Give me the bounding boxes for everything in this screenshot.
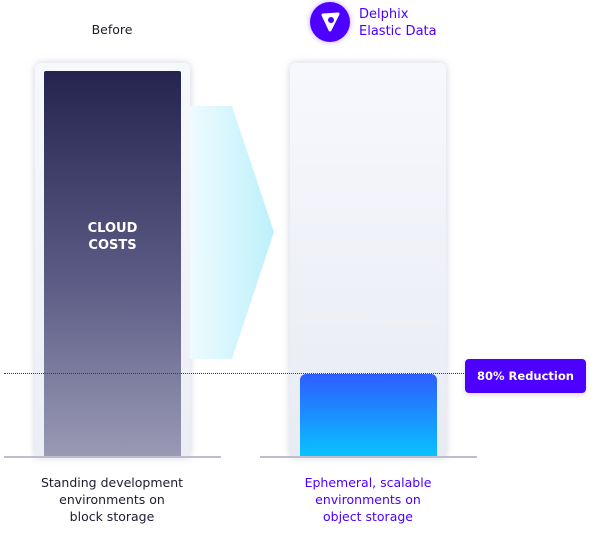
cloud-label-line2: COSTS xyxy=(88,238,137,253)
cloud-costs-bar xyxy=(44,71,181,457)
before-caption-line: environments on xyxy=(59,492,165,507)
transition-arrow xyxy=(190,106,274,359)
after-caption-line: Ephemeral, scalable xyxy=(304,475,432,490)
before-title: Before xyxy=(91,22,133,37)
before-caption-line: Standing development xyxy=(40,475,184,490)
object-storage-bar xyxy=(300,374,437,457)
brand-name: Delphix Elastic Data xyxy=(359,6,437,40)
reduction-badge: 80% Reduction xyxy=(465,359,586,393)
before-caption-line: block storage xyxy=(69,509,155,524)
reduction-dotted-line xyxy=(4,373,464,374)
cloud-label-line1: CLOUD xyxy=(87,221,138,236)
after-caption: Ephemeral, scalable environments on obje… xyxy=(268,474,468,525)
right-baseline xyxy=(260,456,477,458)
after-caption-line: object storage xyxy=(323,509,413,524)
delphix-logo-icon xyxy=(310,2,350,42)
brand-line1: Delphix xyxy=(359,7,409,22)
after-caption-line: environments on xyxy=(315,492,421,507)
brand-line2: Elastic Data xyxy=(359,24,437,39)
before-caption: Standing development environments on blo… xyxy=(12,474,212,525)
cloud-costs-label: CLOUD COSTS xyxy=(44,220,181,254)
left-baseline xyxy=(4,456,221,458)
